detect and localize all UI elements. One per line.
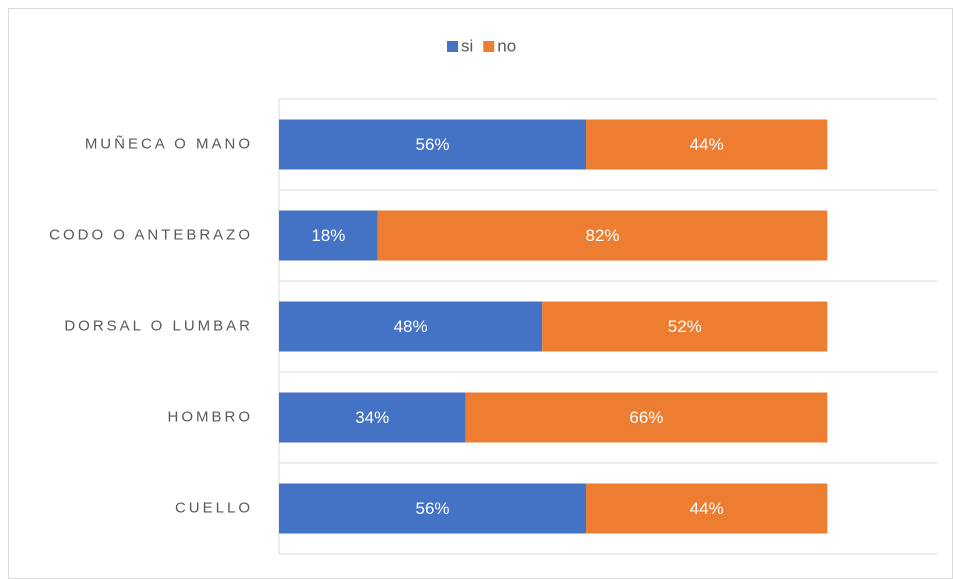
bar-segment	[279, 301, 543, 352]
data-label: 56%	[416, 499, 450, 518]
legend-swatch	[447, 41, 458, 52]
data-label: 48%	[394, 317, 428, 336]
bar-segment	[542, 301, 828, 352]
bar-segment	[279, 119, 587, 170]
bar-segment	[279, 483, 587, 534]
data-label: 44%	[690, 499, 724, 518]
category-label: CUELLO	[175, 499, 253, 516]
legend-label: no	[497, 36, 516, 55]
data-label: 18%	[311, 226, 345, 245]
data-label: 56%	[416, 135, 450, 154]
bar-segment	[279, 210, 378, 261]
bar-segment	[377, 210, 828, 261]
category-label: HOMBRO	[168, 408, 254, 425]
bar-segment	[586, 483, 828, 534]
legend-swatch	[483, 41, 495, 52]
data-label: 66%	[629, 408, 663, 427]
data-label: 82%	[586, 226, 620, 245]
category-label: MUÑECA O MANO	[85, 135, 253, 152]
data-label: 44%	[690, 135, 724, 154]
category-label: DORSAL O LUMBAR	[64, 317, 253, 334]
data-label: 52%	[668, 317, 702, 336]
bar-segment	[465, 392, 828, 443]
category-label: CODO O ANTEBRAZO	[49, 226, 253, 243]
bar-segment	[586, 119, 828, 170]
legend-label: si	[461, 36, 473, 55]
data-label: 34%	[355, 408, 389, 427]
bar-segment	[279, 392, 466, 443]
